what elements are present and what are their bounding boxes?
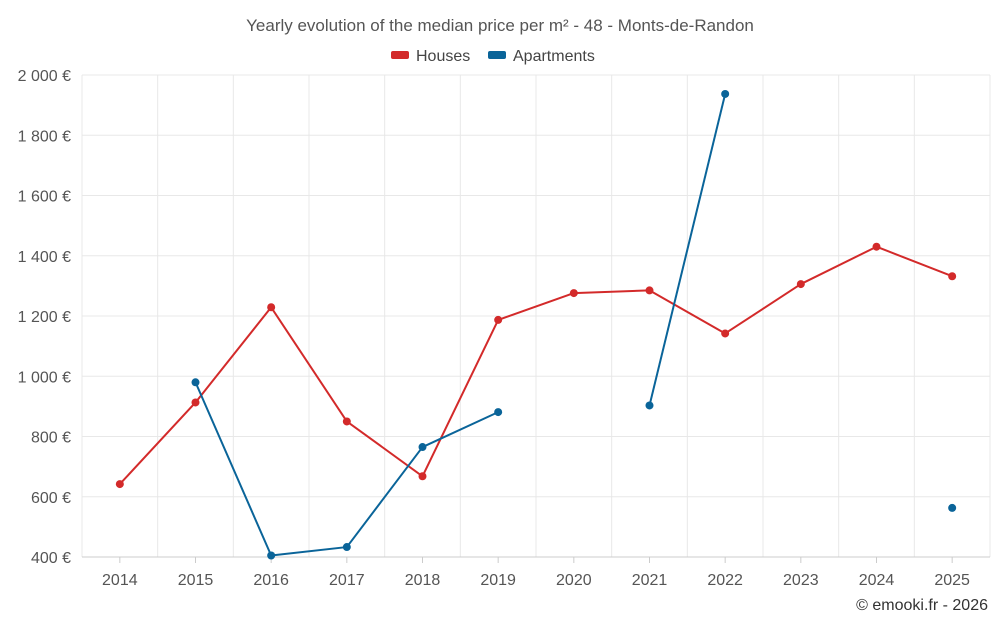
legend-swatch-houses bbox=[391, 51, 409, 59]
legend: Houses Apartments bbox=[391, 48, 595, 65]
legend-swatch-apartments bbox=[488, 51, 506, 59]
y-tick-label: 1 400 € bbox=[18, 249, 71, 266]
apartments-line bbox=[648, 93, 727, 406]
x-tick-label: 2023 bbox=[783, 572, 819, 589]
y-tick-label: 1 800 € bbox=[18, 128, 71, 145]
axes: 400 € 600 € 800 € 1 000 € 1 200 € 1 400 € 1 60… bbox=[18, 68, 990, 589]
houses-line bbox=[119, 245, 953, 485]
apartments-point-2018 bbox=[418, 443, 427, 452]
legend-label-houses: Houses bbox=[416, 48, 470, 65]
y-tick-label: 600 € bbox=[31, 490, 71, 507]
y-tick-label: 1 000 € bbox=[18, 369, 71, 386]
grid bbox=[81, 74, 991, 558]
apartments-point-2021 bbox=[645, 401, 654, 410]
y-tick-label: 800 € bbox=[31, 430, 71, 447]
apartments-point-2022 bbox=[721, 89, 730, 98]
credit-text: © emooki.fr - 2026 bbox=[856, 597, 988, 614]
y-tick-label: 2 000 € bbox=[18, 68, 71, 85]
houses-point-2021 bbox=[645, 286, 654, 295]
x-tick-label: 2024 bbox=[859, 572, 895, 589]
houses-point-2016 bbox=[267, 303, 276, 312]
apartments-point-2015 bbox=[191, 378, 200, 387]
x-tick-label: 2025 bbox=[934, 572, 970, 589]
x-tick-label: 2015 bbox=[178, 572, 214, 589]
apartments-point-2019 bbox=[494, 408, 503, 417]
houses-point-2023 bbox=[796, 280, 805, 289]
houses-point-2017 bbox=[342, 417, 351, 426]
legend-label-apartments: Apartments bbox=[513, 48, 595, 65]
chart-title: Yearly evolution of the median price per… bbox=[246, 16, 754, 35]
x-tick-label: 2020 bbox=[556, 572, 592, 589]
y-tick-label: 400 € bbox=[31, 550, 71, 567]
x-tick-label: 2021 bbox=[632, 572, 668, 589]
houses-point-2018 bbox=[418, 472, 427, 481]
houses-point-2019 bbox=[494, 315, 503, 324]
houses-point-2024 bbox=[872, 242, 881, 251]
houses-point-2015 bbox=[191, 398, 200, 407]
y-tick-label: 1 600 € bbox=[18, 189, 71, 206]
x-tick-label: 2022 bbox=[707, 572, 743, 589]
x-tick-label: 2017 bbox=[329, 572, 365, 589]
series-group bbox=[115, 89, 957, 560]
apartments-point-2025 bbox=[948, 503, 957, 512]
x-tick-label: 2018 bbox=[405, 572, 441, 589]
apartments-point-2016 bbox=[267, 551, 276, 560]
y-tick-label: 1 200 € bbox=[18, 309, 71, 326]
houses-point-2022 bbox=[721, 329, 730, 338]
houses-point-2020 bbox=[569, 289, 578, 298]
x-tick-label: 2019 bbox=[480, 572, 516, 589]
houses-point-2014 bbox=[115, 480, 124, 489]
apartments-point-2017 bbox=[342, 543, 351, 552]
x-tick-label: 2016 bbox=[253, 572, 289, 589]
apartments-line bbox=[194, 381, 499, 557]
x-tick-label: 2014 bbox=[102, 572, 138, 589]
houses-point-2025 bbox=[948, 272, 957, 281]
